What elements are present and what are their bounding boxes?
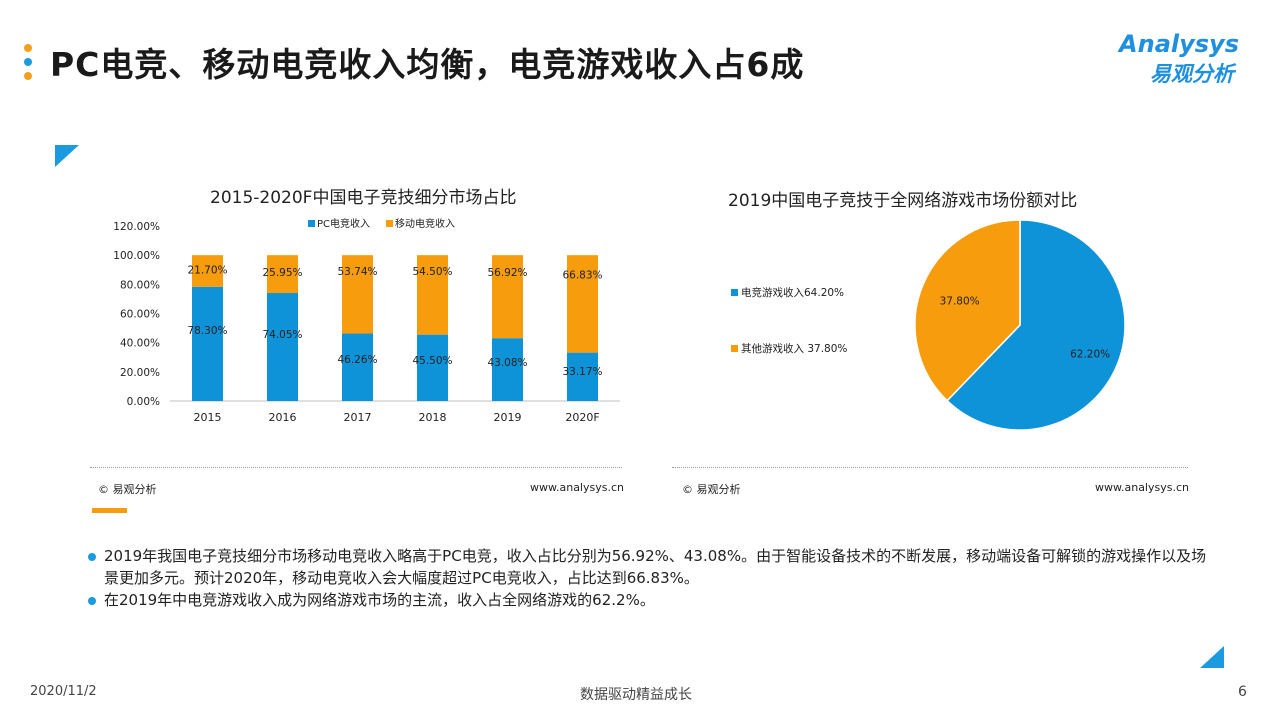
- y-tick-label: 100.00%: [113, 250, 160, 262]
- bar-segment: [417, 334, 448, 401]
- right-divider: [672, 467, 1188, 468]
- legend-swatch: [386, 220, 393, 227]
- bar-data-label: 45.50%: [412, 355, 452, 367]
- bullet-item: 在2019年中电竞游戏收入成为网络游戏市场的主流，收入占全网络游戏的62.2%。: [88, 589, 1208, 611]
- y-tick-label: 80.00%: [120, 279, 160, 291]
- bar-segment: [342, 255, 373, 334]
- title-dot-2: [24, 58, 32, 66]
- right-source: © 易观分析: [682, 483, 741, 496]
- bar-segment: [417, 255, 448, 335]
- logo-analysys: Analysys: [1119, 30, 1239, 58]
- legend-swatch: [731, 345, 738, 352]
- bar-segment: [492, 338, 523, 401]
- right-url: www.analysys.cn: [1095, 481, 1189, 494]
- x-tick-label: 2018: [419, 411, 447, 424]
- bar-data-label: 78.30%: [187, 325, 227, 337]
- stacked-bar-chart: PC电竞收入 移动电竞收入 0.00% 20.00% 40.00% 60.00% 80.00…: [113, 217, 620, 424]
- pie-chart: 62.20% 37.80% 电竞游戏收入64.20% 其他游戏收入 37.80%: [731, 219, 1126, 431]
- bar-segment: [492, 255, 523, 339]
- bar-data-label: 53.74%: [337, 266, 377, 278]
- pie-chart-title: 2019中国电子竞技于全网络游戏市场份额对比: [728, 191, 1078, 211]
- x-tick-label: 2020F: [565, 411, 599, 424]
- legend-label: 电竞游戏收入64.20%: [741, 286, 844, 299]
- page-title: PC电竞、移动电竞收入均衡，电竞游戏收入占6成: [50, 45, 805, 84]
- x-tick-label: 2016: [269, 411, 297, 424]
- bar-legend: PC电竞收入 移动电竞收入: [308, 217, 455, 230]
- pie-slice: [914, 219, 1021, 402]
- summary-bullets: 2019年我国电子竞技细分市场移动电竞收入略高于PC电竞，收入占比分别为56.9…: [88, 545, 1208, 611]
- bar-segment: [267, 255, 298, 294]
- left-source: © 易观分析: [98, 483, 157, 496]
- x-tick-label: 2017: [344, 411, 372, 424]
- bar-data-label: 33.17%: [562, 366, 602, 378]
- bar-data-label: 46.26%: [337, 354, 377, 366]
- bar-data-label: 56.92%: [487, 267, 527, 279]
- page-number: 6: [1238, 684, 1247, 700]
- y-tick-label: 120.00%: [113, 221, 160, 233]
- bar-segment: [567, 255, 598, 353]
- footer-date: 2020/11/2: [30, 684, 97, 699]
- legend-label: 移动电竞收入: [395, 217, 455, 230]
- bar-segment: [192, 286, 223, 401]
- left-divider: [90, 467, 622, 468]
- x-tick-label: 2015: [194, 411, 222, 424]
- bar-data-label: 66.83%: [562, 270, 602, 282]
- y-tick-label: 60.00%: [120, 309, 160, 321]
- y-tick-label: 40.00%: [120, 338, 160, 350]
- corner-triangle-icon: [1200, 646, 1224, 668]
- pie-data-label: 62.20%: [1070, 348, 1110, 360]
- title-dot-1: [24, 44, 32, 52]
- y-tick-label: 20.00%: [120, 367, 160, 379]
- pie-slice: [946, 219, 1126, 431]
- bullet-item: 2019年我国电子竞技细分市场移动电竞收入略高于PC电竞，收入占比分别为56.9…: [88, 545, 1208, 589]
- legend-swatch: [308, 220, 315, 227]
- pie-data-label: 37.80%: [940, 296, 980, 308]
- bar-chart-title: 2015-2020F中国电子竞技细分市场占比: [210, 188, 517, 208]
- logo-chinese: 易观分析: [1150, 62, 1234, 86]
- bar-data-label: 54.50%: [412, 266, 452, 278]
- legend-swatch: [731, 289, 738, 296]
- x-tick-label: 2019: [494, 411, 522, 424]
- bar-segment: [567, 352, 598, 401]
- corner-triangle-icon: [55, 145, 79, 167]
- footer-tagline: 数据驱动精益成长: [580, 687, 692, 703]
- accent-bar: [92, 508, 127, 513]
- bar-data-label: 21.70%: [187, 264, 227, 276]
- bar-segment: [342, 333, 373, 401]
- title-dot-3: [24, 72, 32, 80]
- bar-data-label: 43.08%: [487, 357, 527, 369]
- left-url: www.analysys.cn: [530, 481, 624, 494]
- y-tick-label: 0.00%: [127, 396, 160, 408]
- legend-label: 其他游戏收入 37.80%: [741, 342, 847, 355]
- bar-data-label: 74.05%: [262, 329, 302, 341]
- legend-label: PC电竞收入: [317, 217, 370, 230]
- bar-segment: [267, 293, 298, 401]
- title-dots: [24, 44, 34, 86]
- bar-segment: [192, 255, 223, 287]
- bar-data-label: 25.95%: [262, 267, 302, 279]
